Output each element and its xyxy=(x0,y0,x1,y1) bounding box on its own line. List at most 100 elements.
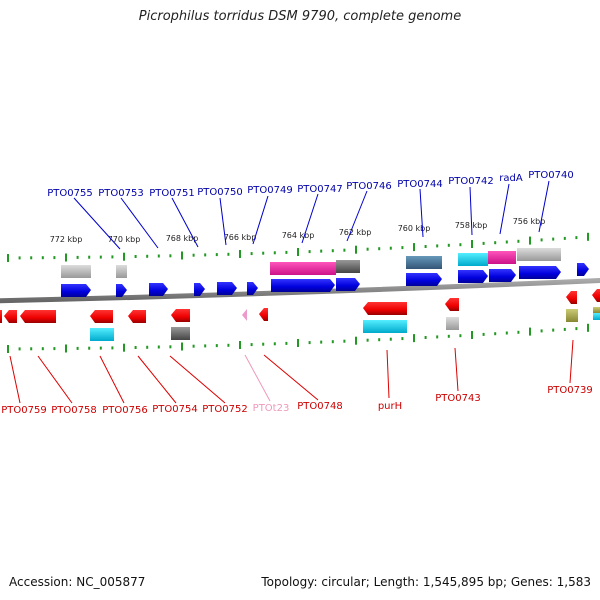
forward-gene[interactable] xyxy=(489,269,516,282)
gene-label[interactable]: PTO0756 xyxy=(102,405,147,416)
trna-label[interactable]: PTOt23 xyxy=(253,403,290,414)
cog-feature[interactable] xyxy=(406,256,442,269)
gene-label[interactable]: PTO0753 xyxy=(98,188,143,199)
minor-tick xyxy=(273,251,276,255)
gene-label[interactable]: PTO0739 xyxy=(547,385,592,396)
gene-label[interactable]: PTO0755 xyxy=(47,188,92,199)
top-leader-lines xyxy=(73,180,550,250)
minor-tick xyxy=(285,341,288,345)
minor-tick xyxy=(204,253,207,257)
minor-tick xyxy=(18,256,21,260)
gene-label[interactable]: purH xyxy=(378,401,402,412)
forward-gene[interactable] xyxy=(194,283,205,296)
cog-feature[interactable] xyxy=(593,307,600,313)
gene-label[interactable]: PTO0747 xyxy=(297,184,342,195)
forward-gene[interactable] xyxy=(61,284,91,297)
minor-tick xyxy=(76,346,79,350)
minor-tick xyxy=(76,255,79,259)
forward-gene[interactable] xyxy=(519,266,561,279)
minor-tick xyxy=(88,346,91,350)
minor-tick xyxy=(146,254,149,258)
minor-tick xyxy=(459,243,462,247)
forward-gene[interactable] xyxy=(458,270,488,283)
cog-feature[interactable] xyxy=(171,327,190,340)
reverse-gene[interactable] xyxy=(259,308,268,321)
gene-label[interactable]: PTO0744 xyxy=(397,179,442,190)
minor-tick xyxy=(250,343,253,347)
major-tick xyxy=(65,344,67,353)
minor-tick xyxy=(517,330,520,334)
major-tick xyxy=(355,245,357,254)
forward-gene[interactable] xyxy=(149,283,168,296)
cog-feature[interactable] xyxy=(116,265,127,278)
gene-label[interactable]: PTO0743 xyxy=(435,393,480,404)
gene-label[interactable]: PTO0748 xyxy=(297,401,342,412)
gene-label[interactable]: PTO0742 xyxy=(448,176,493,187)
gene-label[interactable]: PTO0750 xyxy=(197,187,242,198)
forward-gene-track xyxy=(61,263,589,297)
major-tick xyxy=(123,252,125,261)
minor-tick xyxy=(262,342,265,346)
minor-tick xyxy=(227,252,230,256)
scale-label: 766 kbp xyxy=(224,233,257,242)
minor-tick xyxy=(18,347,21,351)
reverse-gene[interactable] xyxy=(445,298,459,311)
gene-label[interactable]: PTO0758 xyxy=(51,405,96,416)
minor-tick xyxy=(494,332,497,336)
cog-feature[interactable] xyxy=(336,260,360,273)
gene-label[interactable]: PTO0749 xyxy=(247,185,292,196)
cog-feature[interactable] xyxy=(90,328,114,341)
trna-feature[interactable] xyxy=(242,309,247,321)
reverse-gene[interactable] xyxy=(20,310,56,323)
minor-tick xyxy=(320,249,323,253)
minor-tick xyxy=(41,347,44,351)
gene-label[interactable]: PTO0751 xyxy=(149,188,194,199)
reverse-gene[interactable] xyxy=(128,310,146,323)
cog-feature[interactable] xyxy=(446,317,459,330)
forward-gene[interactable] xyxy=(247,282,258,295)
forward-gene[interactable] xyxy=(271,279,335,292)
reverse-gene[interactable] xyxy=(592,289,600,302)
minor-tick xyxy=(424,336,427,339)
minor-tick xyxy=(378,247,381,251)
major-tick xyxy=(65,253,67,262)
scale-label: 760 kbp xyxy=(398,224,431,233)
top-gene-labels: PTO0755 PTO0753 PTO0751 PTO0750 PTO0749 … xyxy=(47,170,573,199)
forward-gene[interactable] xyxy=(336,278,360,291)
cog-feature[interactable] xyxy=(517,248,561,261)
reverse-gene[interactable] xyxy=(4,310,17,323)
gene-label[interactable]: PTO0754 xyxy=(152,404,197,415)
gene-label[interactable]: PTO0752 xyxy=(202,404,247,415)
forward-gene[interactable] xyxy=(116,284,127,297)
minor-tick xyxy=(482,332,485,336)
minor-tick xyxy=(331,340,334,344)
minor-tick xyxy=(494,241,497,245)
reverse-gene[interactable] xyxy=(90,310,113,323)
reverse-gene[interactable] xyxy=(171,309,190,322)
minor-tick xyxy=(389,337,392,341)
gene-label[interactable]: PTO0759 xyxy=(1,405,46,416)
reverse-gene[interactable] xyxy=(363,302,407,315)
forward-gene[interactable] xyxy=(217,282,237,295)
reverse-gene[interactable] xyxy=(566,291,577,304)
accession-text: Accession: NC_005877 xyxy=(9,575,146,589)
cog-feature[interactable] xyxy=(593,313,600,320)
minor-tick xyxy=(157,345,160,349)
cog-feature[interactable] xyxy=(61,265,91,278)
minor-tick xyxy=(88,255,91,259)
minor-tick xyxy=(308,250,311,254)
reverse-gene[interactable] xyxy=(0,310,2,323)
gene-label[interactable]: radA xyxy=(499,173,523,184)
cog-feature[interactable] xyxy=(566,309,578,322)
gene-label[interactable]: PTO0740 xyxy=(528,170,573,181)
forward-gene[interactable] xyxy=(406,273,442,286)
cog-feature[interactable] xyxy=(270,262,336,275)
cog-feature[interactable] xyxy=(458,253,488,266)
cog-feature[interactable] xyxy=(488,251,516,264)
scale-ticks-top xyxy=(7,232,589,262)
forward-gene[interactable] xyxy=(577,263,589,276)
gene-label[interactable]: PTO0746 xyxy=(346,181,391,192)
bottom-leader-lines xyxy=(9,339,574,404)
cog-feature[interactable] xyxy=(363,320,407,333)
